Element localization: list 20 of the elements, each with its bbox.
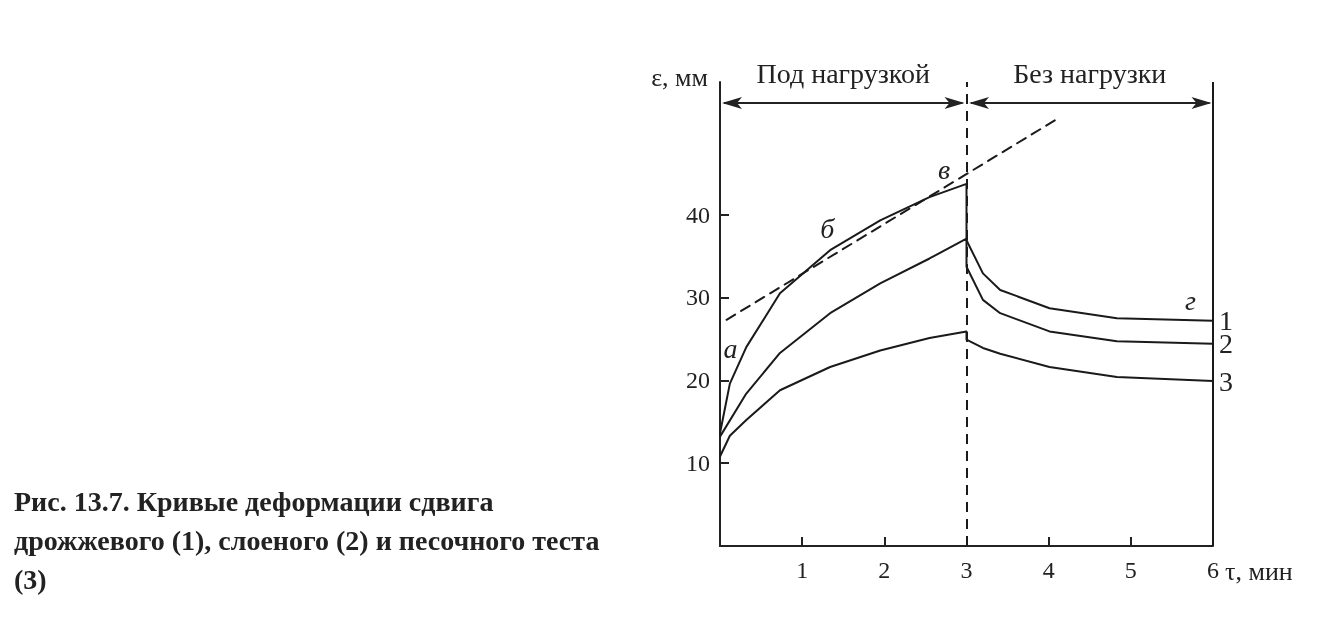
y-tick-label: 40 (686, 201, 710, 228)
x-tick-label: 4 (1042, 557, 1055, 583)
x-tick-label: 6 (1207, 557, 1219, 583)
y-axis-title: ε, мм (651, 62, 708, 92)
annotation: Под нагрузкой (756, 58, 930, 90)
y-tick-label: 10 (686, 450, 710, 477)
x-tick-label: 1 (796, 557, 809, 583)
x-tick-label: 5 (1124, 557, 1137, 583)
x-tick-label: 3 (960, 557, 973, 583)
x-axis-title: τ, мин (1225, 556, 1293, 586)
annotation: г (1185, 285, 1197, 317)
annotation: а (723, 333, 738, 365)
annotation: б (820, 213, 836, 245)
text: Рис. 13.7. Кривые деформации сдвига дрожжевого (1), слоеного (2) и песочного теста (3) (14, 485, 601, 597)
annotation: в (937, 154, 951, 186)
y-tick-label: 20 (686, 367, 710, 394)
series-label: 3 (1219, 365, 1233, 397)
x-tick-label: 2 (878, 557, 891, 583)
annotation: Без нагрузки (1013, 58, 1167, 90)
y-tick-label: 30 (686, 284, 710, 311)
